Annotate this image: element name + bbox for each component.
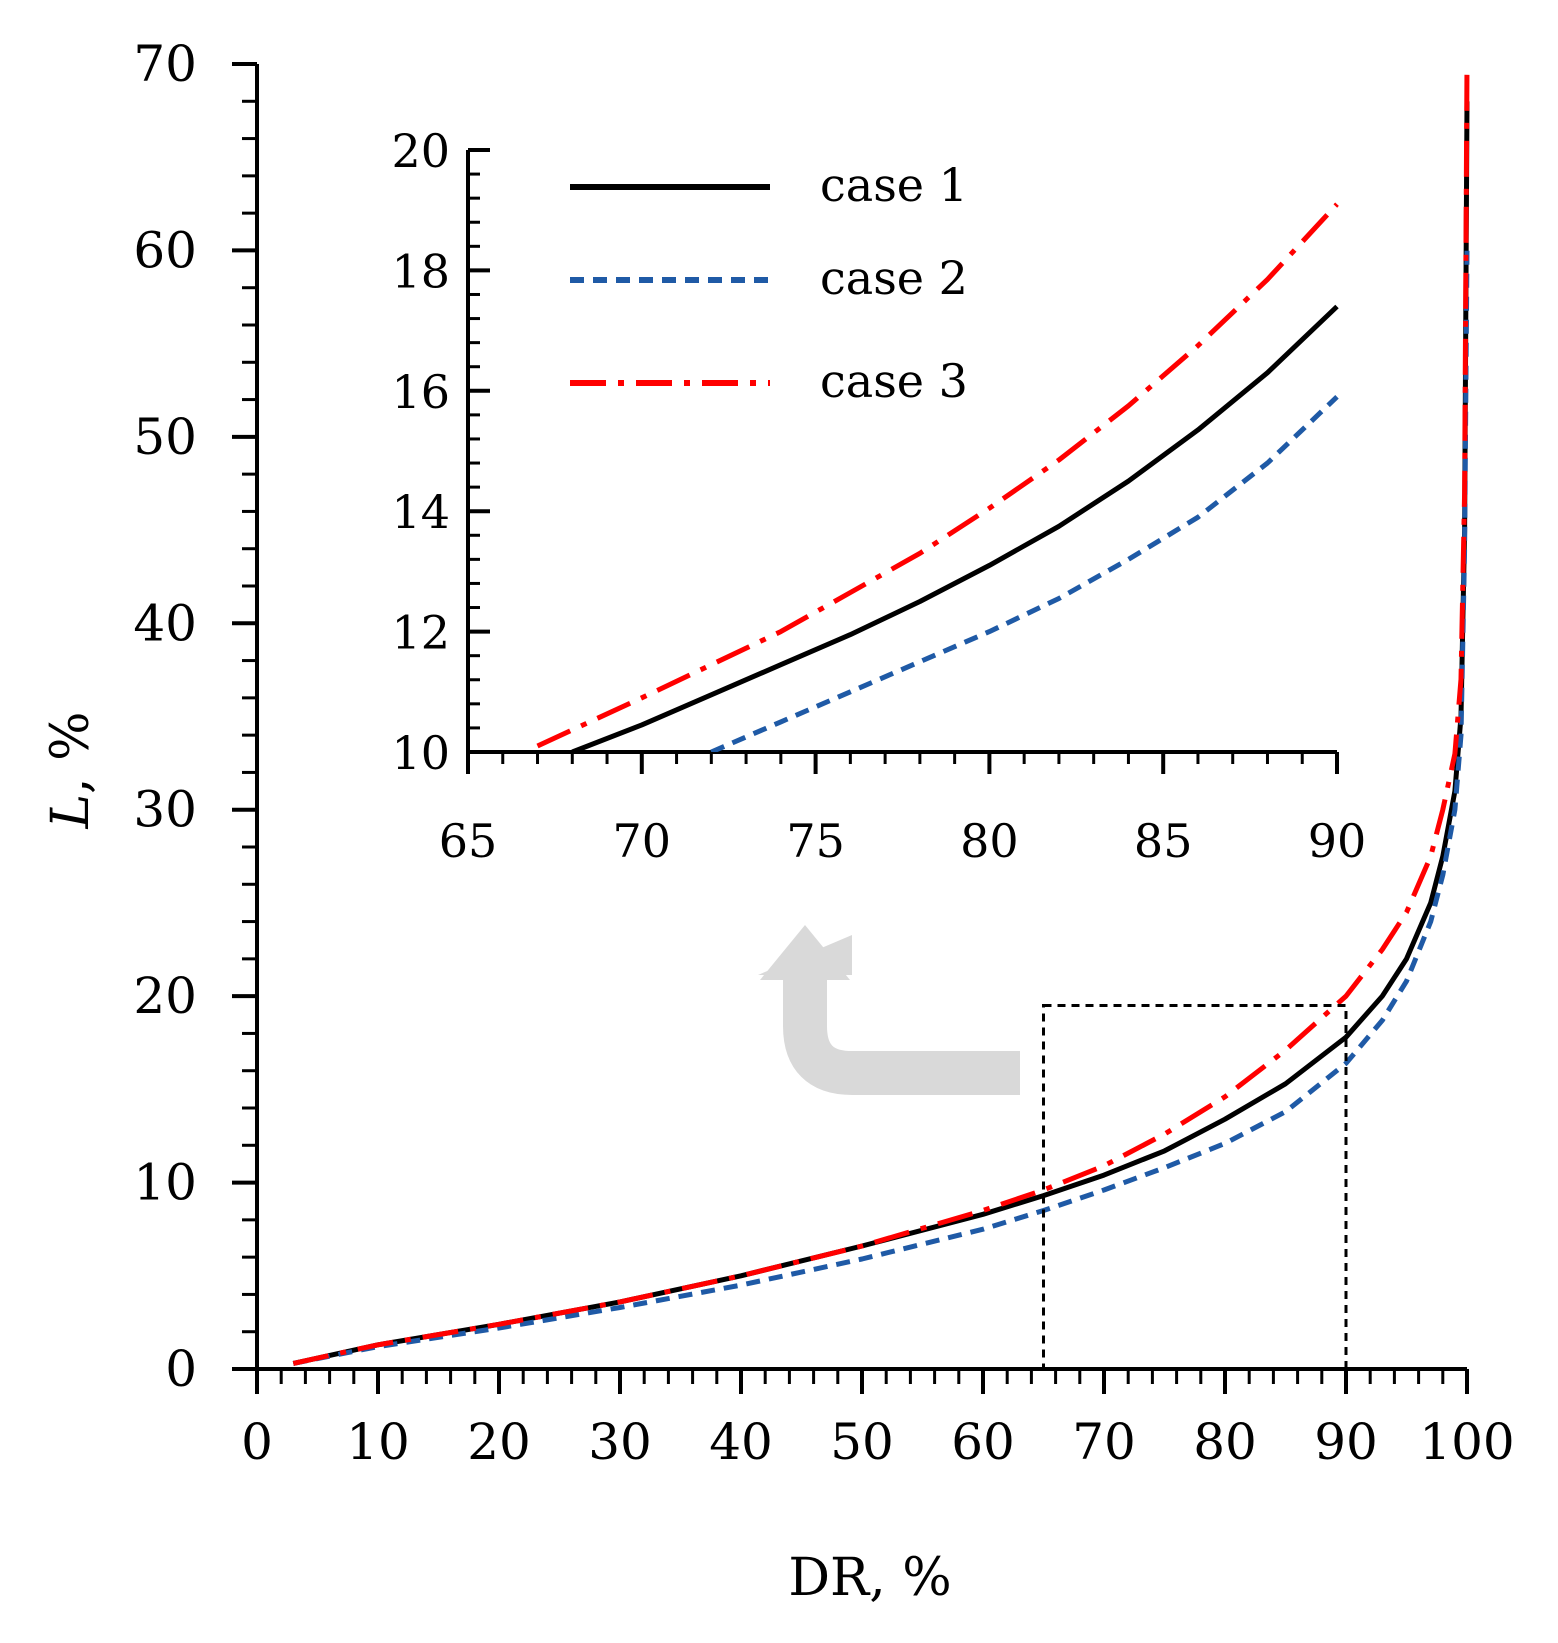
inset-series-case-3 <box>536 202 1339 749</box>
x-axis-title: DR, % <box>788 1548 951 1608</box>
main-x-tick-label: 70 <box>1072 1413 1136 1471</box>
inset-x-tick-label: 85 <box>1134 814 1193 868</box>
inset-x-tick-label: 75 <box>786 814 845 868</box>
main-x-tick-label: 30 <box>588 1413 652 1471</box>
main-y-tick-label: 60 <box>133 221 197 279</box>
main-x-tick-label: 80 <box>1193 1413 1257 1471</box>
inset-y-tick-label: 14 <box>391 485 450 539</box>
main-x-tick-label: 40 <box>709 1413 773 1471</box>
zoom-arrow-icon <box>783 965 1020 1095</box>
main-x-tick-label: 60 <box>951 1413 1015 1471</box>
y-axis-title-unit: , % <box>41 712 101 794</box>
main-x-tick-label: 20 <box>467 1413 531 1471</box>
inset-x-tick-label: 90 <box>1308 814 1367 868</box>
y-axis-title-italic: L <box>41 794 101 830</box>
inset-y-tick-label: 16 <box>391 365 450 419</box>
main-x-tick-label: 100 <box>1419 1413 1514 1471</box>
inset-y-tick-label: 12 <box>391 606 450 660</box>
inset-y-tick-label: 20 <box>391 124 450 178</box>
zoom-box <box>1042 1003 1348 1371</box>
main-x-tick-label: 0 <box>241 1413 273 1471</box>
inset-x-tick-label: 80 <box>960 814 1019 868</box>
main-y-tick-label: 0 <box>165 1340 197 1398</box>
main-y-tick-label: 10 <box>133 1154 197 1212</box>
legend-label: case 3 <box>820 354 968 408</box>
main-y-tick-label: 50 <box>133 408 197 466</box>
main-chart: 0 10 20 30 40 50 60 70 80 90 100 0 10 20 30 40 50 60 70 <box>133 35 1514 1471</box>
main-x-tick-label: 90 <box>1314 1413 1378 1471</box>
main-y-tick-label: 70 <box>133 35 197 93</box>
inset-y-tick-label: 10 <box>391 726 450 780</box>
inset-series-case-1 <box>571 304 1339 752</box>
inset-x-tick-label: 70 <box>613 814 672 868</box>
main-series-case-3 <box>292 63 1470 1366</box>
main-series-case-2 <box>292 250 1470 1366</box>
y-axis-title: L, % <box>41 712 101 830</box>
main-y-tick-label: 20 <box>133 967 197 1025</box>
inset-x-tick-label: 65 <box>439 814 498 868</box>
inset-series-case-2 <box>710 394 1339 752</box>
legend-label: case 1 <box>820 158 968 212</box>
main-x-tick-label: 10 <box>346 1413 410 1471</box>
inset-y-tick-label: 18 <box>391 244 450 298</box>
main-series-case-1 <box>292 101 1470 1366</box>
inset-chart: 65 70 75 80 85 90 10 12 14 16 18 20 case 1 case 2 case… <box>391 124 1366 868</box>
legend-label: case 2 <box>820 251 968 305</box>
main-y-tick-label: 30 <box>133 781 197 839</box>
zoom-arrow-tip-icon <box>760 925 850 980</box>
main-y-tick-label: 40 <box>133 594 197 652</box>
main-x-tick-label: 50 <box>830 1413 894 1471</box>
